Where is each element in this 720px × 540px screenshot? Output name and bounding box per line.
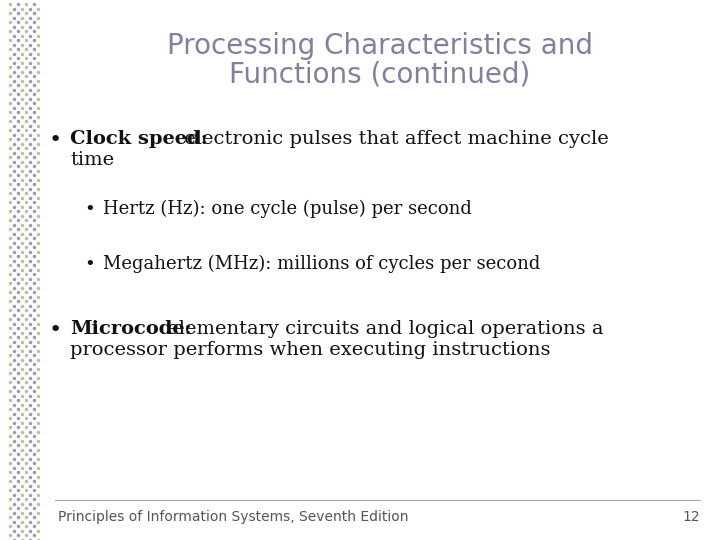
- Text: processor performs when executing instructions: processor performs when executing instru…: [70, 341, 551, 359]
- Text: time: time: [70, 151, 114, 169]
- Text: electronic pulses that affect machine cycle: electronic pulses that affect machine cy…: [178, 130, 608, 148]
- Text: Functions (continued): Functions (continued): [230, 60, 531, 88]
- Text: Processing Characteristics and: Processing Characteristics and: [167, 32, 593, 60]
- Text: Hertz (Hz): one cycle (pulse) per second: Hertz (Hz): one cycle (pulse) per second: [103, 200, 472, 218]
- Text: Microcode:: Microcode:: [70, 320, 192, 338]
- Text: •: •: [48, 320, 62, 340]
- Text: Principles of Information Systems, Seventh Edition: Principles of Information Systems, Seven…: [58, 510, 408, 524]
- Text: Megahertz (MHz): millions of cycles per second: Megahertz (MHz): millions of cycles per …: [103, 255, 541, 273]
- Text: elementary circuits and logical operations a: elementary circuits and logical operatio…: [161, 320, 603, 338]
- Text: •: •: [85, 255, 95, 273]
- Text: Clock speed:: Clock speed:: [70, 130, 208, 148]
- Text: •: •: [48, 130, 62, 150]
- Text: •: •: [85, 200, 95, 218]
- Text: 12: 12: [683, 510, 700, 524]
